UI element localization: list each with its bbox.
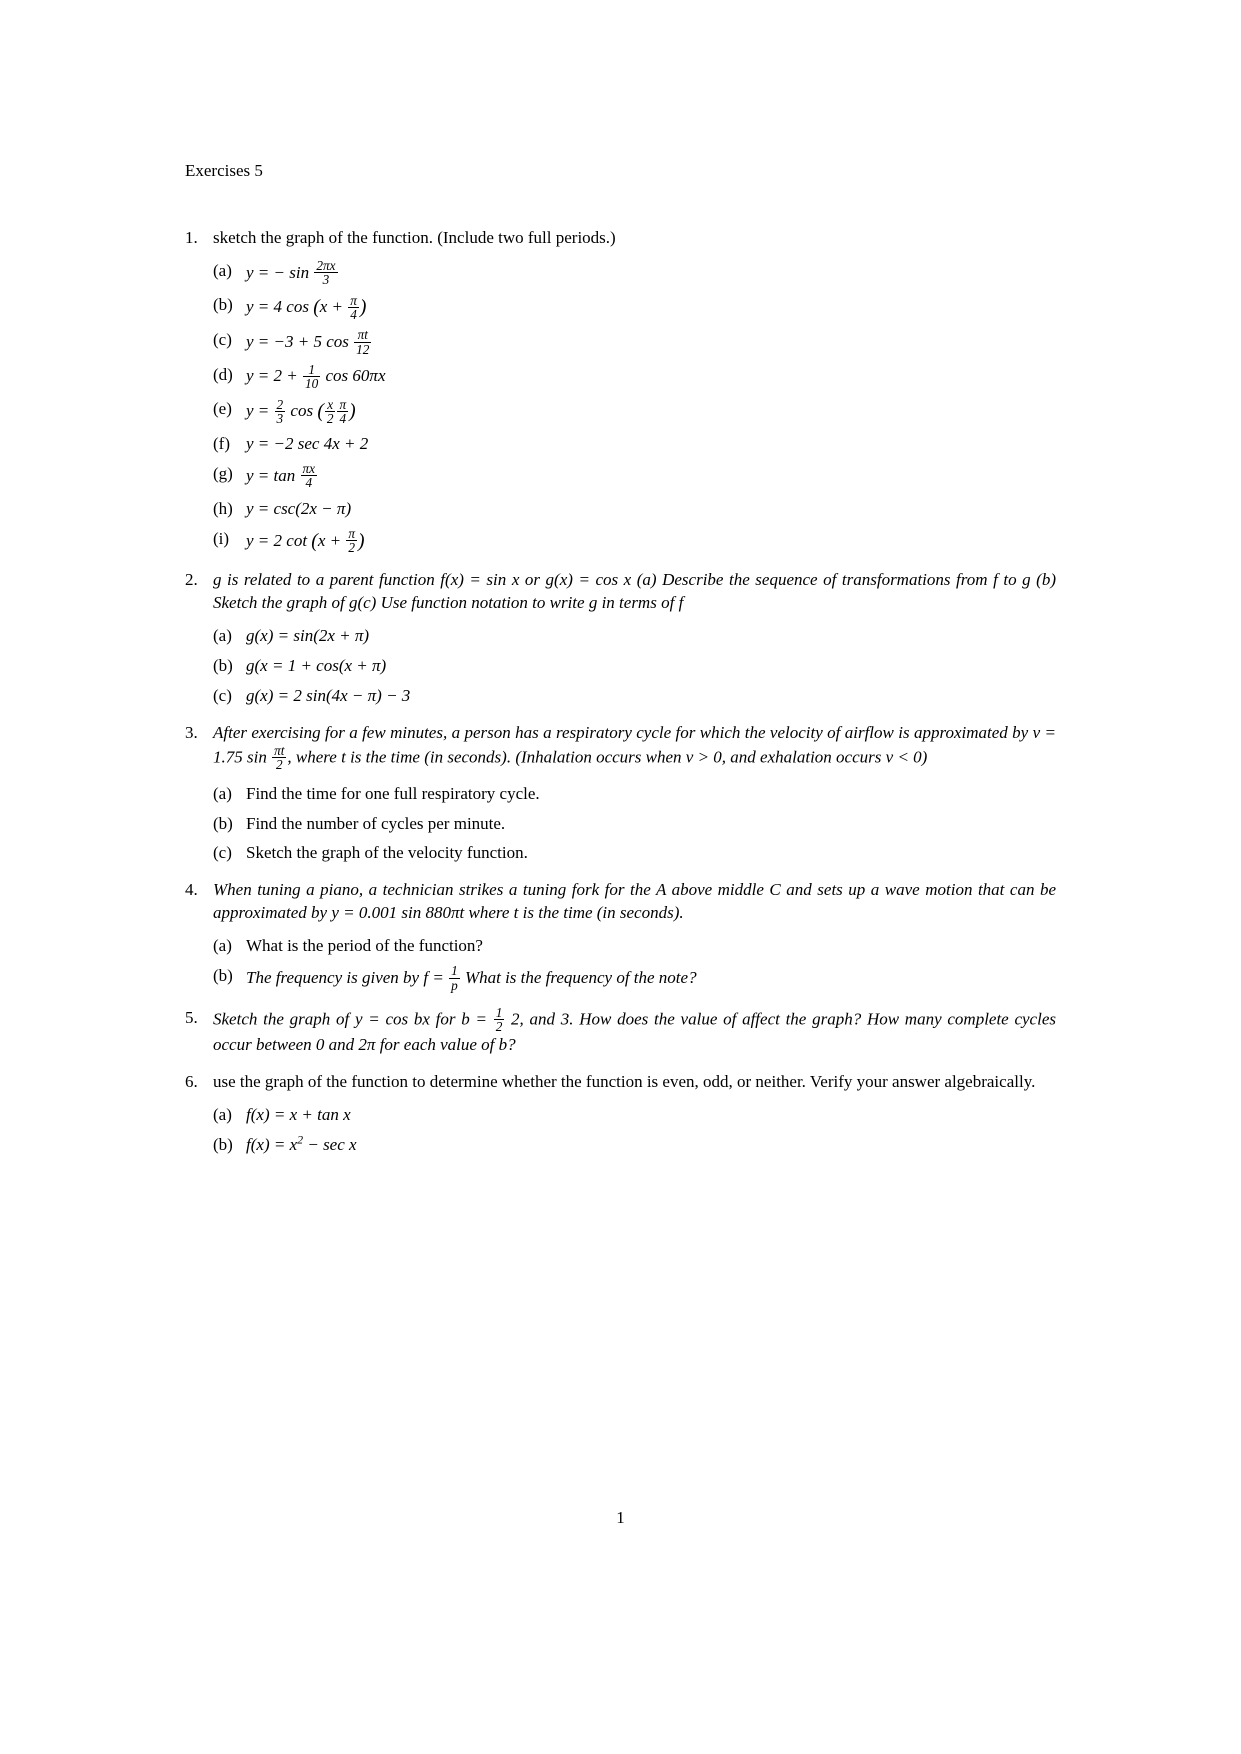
problem-3b: Find the number of cycles per minute. (213, 813, 1056, 836)
problem-1f: y = −2 sec 4x + 2 (213, 433, 1056, 456)
problem-list: sketch the graph of the function. (Inclu… (185, 227, 1056, 1157)
problem-1-text: sketch the graph of the function. (Inclu… (213, 227, 1056, 250)
problem-1-sublist: y = − sin 2πx3 y = 4 cos (x + π4) y = −3… (213, 260, 1056, 556)
problem-4-sublist: What is the period of the function? The … (213, 935, 1056, 992)
problem-1e: y = 23 cos (x2π4) (213, 398, 1056, 426)
problem-4: When tuning a piano, a technician strike… (185, 879, 1056, 992)
problem-6b: f(x) = x2 − sec x (213, 1134, 1056, 1157)
problem-5: Sketch the graph of y = cos bx for b = 1… (185, 1007, 1056, 1057)
problem-4-text: When tuning a piano, a technician strike… (213, 879, 1056, 925)
problem-1d: y = 2 + 110 cos 60πx (213, 364, 1056, 392)
problem-3-sublist: Find the time for one full respiratory c… (213, 783, 1056, 866)
problem-1: sketch the graph of the function. (Inclu… (185, 227, 1056, 556)
problem-3-text: After exercising for a few minutes, a pe… (213, 722, 1056, 772)
problem-6a: f(x) = x + tan x (213, 1104, 1056, 1127)
problem-3c: Sketch the graph of the velocity functio… (213, 842, 1056, 865)
problem-1c: y = −3 + 5 cos πt12 (213, 329, 1056, 357)
problem-5-text: Sketch the graph of y = cos bx for b = 1… (213, 1007, 1056, 1057)
problem-1g: y = tan πx4 (213, 463, 1056, 491)
problem-1i: y = 2 cot (x + π2) (213, 528, 1056, 556)
problem-6-sublist: f(x) = x + tan x f(x) = x2 − sec x (213, 1104, 1056, 1157)
problem-6-text: use the graph of the function to determi… (213, 1071, 1056, 1094)
problem-2-sublist: g(x) = sin(2x + π) g(x = 1 + cos(x + π) … (213, 625, 1056, 708)
problem-1b: y = 4 cos (x + π4) (213, 294, 1056, 322)
problem-4a: What is the period of the function? (213, 935, 1056, 958)
problem-1a: y = − sin 2πx3 (213, 260, 1056, 288)
problem-1h: y = csc(2x − π) (213, 498, 1056, 521)
problem-2c: g(x) = 2 sin(4x − π) − 3 (213, 685, 1056, 708)
problem-2-text: g is related to a parent function f(x) =… (213, 569, 1056, 615)
problem-2: g is related to a parent function f(x) =… (185, 569, 1056, 708)
problem-6: use the graph of the function to determi… (185, 1071, 1056, 1157)
problem-2b: g(x = 1 + cos(x + π) (213, 655, 1056, 678)
page-number: 1 (0, 1507, 1241, 1530)
problem-2a: g(x) = sin(2x + π) (213, 625, 1056, 648)
problem-4b: The frequency is given by f = 1p What is… (213, 965, 1056, 993)
problem-3a: Find the time for one full respiratory c… (213, 783, 1056, 806)
document-title: Exercises 5 (185, 160, 1056, 183)
problem-3: After exercising for a few minutes, a pe… (185, 722, 1056, 865)
